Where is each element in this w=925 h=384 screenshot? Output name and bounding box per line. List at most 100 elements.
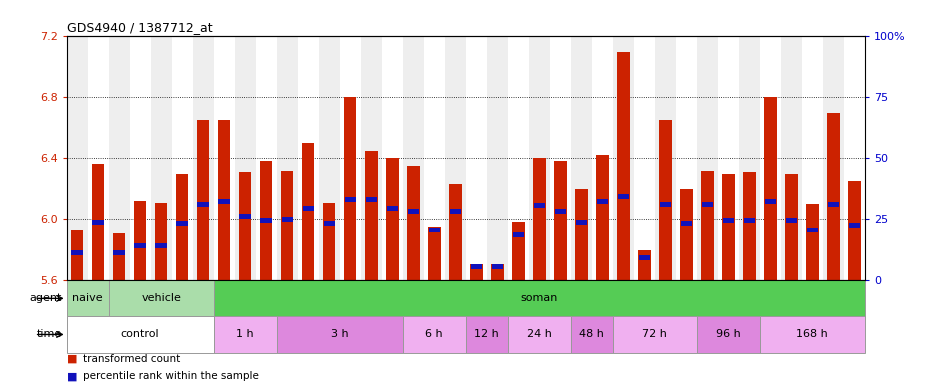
Bar — [402, 36, 424, 280]
Bar — [638, 250, 650, 280]
Text: GDS4940 / 1387712_at: GDS4940 / 1387712_at — [67, 21, 212, 34]
Bar — [214, 280, 865, 316]
Bar — [638, 255, 650, 260]
Bar — [134, 243, 146, 248]
Bar — [508, 316, 571, 353]
Bar — [319, 36, 339, 280]
Bar — [781, 36, 802, 280]
Bar — [596, 156, 609, 280]
Bar — [344, 98, 356, 280]
Bar — [612, 316, 697, 353]
Bar — [449, 184, 462, 280]
Bar — [827, 113, 840, 280]
Bar — [386, 159, 399, 280]
Bar — [807, 228, 818, 232]
Bar — [192, 36, 214, 280]
Bar — [844, 36, 865, 280]
Bar — [549, 36, 571, 280]
Bar — [529, 36, 549, 280]
Bar — [67, 280, 108, 316]
Bar — [92, 164, 105, 280]
Bar — [302, 206, 314, 211]
Bar — [261, 218, 272, 223]
Text: 72 h: 72 h — [642, 329, 667, 339]
Text: naive: naive — [72, 293, 103, 303]
Bar — [108, 280, 214, 316]
Bar — [323, 203, 336, 280]
Bar — [554, 161, 567, 280]
Bar — [154, 203, 167, 280]
Bar — [214, 316, 277, 353]
Bar — [130, 36, 151, 280]
Bar — [465, 36, 487, 280]
Bar — [134, 201, 146, 280]
Bar — [114, 250, 125, 255]
Bar — [465, 316, 508, 353]
Bar — [450, 209, 461, 214]
Bar — [680, 189, 693, 280]
Bar — [618, 194, 629, 199]
Bar — [364, 151, 377, 280]
Bar — [512, 232, 524, 237]
Bar — [176, 174, 189, 280]
Bar — [281, 170, 293, 280]
Text: ■: ■ — [67, 371, 77, 381]
Bar — [260, 161, 273, 280]
Text: 12 h: 12 h — [475, 329, 500, 339]
Bar — [759, 316, 865, 353]
Bar — [88, 36, 108, 280]
Bar — [739, 36, 759, 280]
Bar — [277, 36, 298, 280]
Bar — [848, 181, 860, 280]
Bar — [759, 36, 781, 280]
Bar — [764, 98, 777, 280]
Bar — [240, 214, 251, 219]
Bar — [491, 263, 503, 280]
Bar — [92, 220, 104, 225]
Bar — [428, 228, 440, 232]
Bar — [718, 36, 739, 280]
Bar — [239, 172, 252, 280]
Text: 3 h: 3 h — [331, 329, 349, 339]
Text: percentile rank within the sample: percentile rank within the sample — [83, 371, 259, 381]
Bar — [302, 143, 314, 280]
Bar — [659, 120, 672, 280]
Bar — [155, 243, 166, 248]
Bar — [597, 199, 608, 204]
Bar — [324, 222, 335, 227]
Bar — [575, 220, 587, 225]
Bar — [445, 36, 465, 280]
Bar — [214, 36, 235, 280]
Bar — [197, 120, 209, 280]
Text: 96 h: 96 h — [716, 329, 741, 339]
Text: 48 h: 48 h — [579, 329, 604, 339]
Bar — [344, 197, 356, 202]
Bar — [571, 316, 612, 353]
Bar — [408, 209, 419, 214]
Bar — [612, 36, 634, 280]
Bar — [402, 316, 465, 353]
Bar — [361, 36, 382, 280]
Bar — [702, 202, 713, 207]
Bar — [785, 174, 797, 280]
Bar — [806, 204, 819, 280]
Bar — [785, 218, 797, 223]
Text: time: time — [37, 329, 62, 339]
Bar — [508, 36, 529, 280]
Bar — [823, 36, 844, 280]
Bar — [172, 36, 192, 280]
Bar — [617, 52, 630, 280]
Bar — [71, 250, 82, 255]
Bar — [575, 189, 587, 280]
Bar — [697, 36, 718, 280]
Bar — [108, 36, 130, 280]
Bar — [298, 36, 319, 280]
Bar — [235, 36, 255, 280]
Text: 168 h: 168 h — [796, 329, 828, 339]
Text: 1 h: 1 h — [237, 329, 254, 339]
Bar — [277, 316, 402, 353]
Text: transformed count: transformed count — [83, 354, 180, 364]
Bar — [701, 170, 713, 280]
Bar — [534, 203, 545, 208]
Bar — [743, 172, 756, 280]
